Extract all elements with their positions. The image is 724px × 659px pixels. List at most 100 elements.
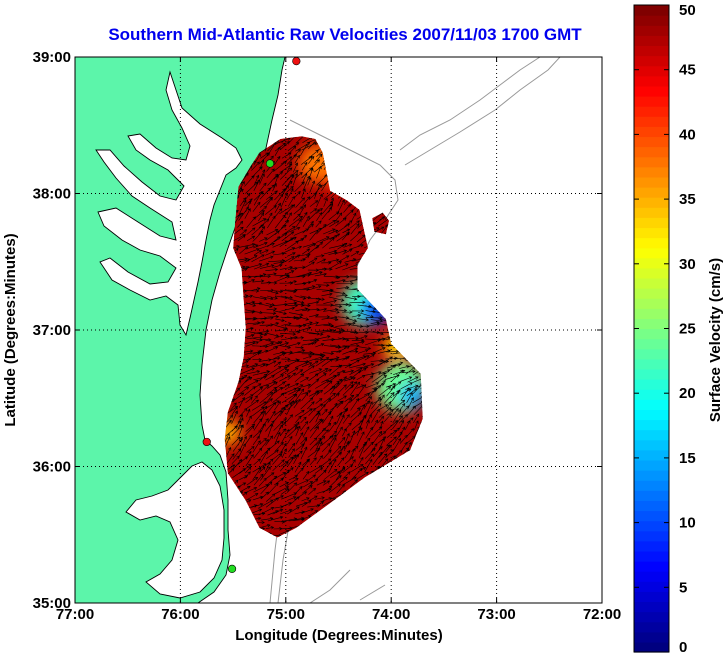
colorbar-step — [634, 75, 669, 87]
colorbar-step — [634, 328, 669, 340]
colorbar-step — [634, 399, 669, 410]
y-tick-label: 38:00 — [33, 186, 71, 203]
colorbar-tick-label: 15 — [679, 450, 696, 467]
coastal-site-marker — [202, 437, 211, 447]
colorbar-step — [634, 35, 669, 47]
colorbar-tick-label: 0 — [679, 639, 687, 656]
colorbar-step — [634, 571, 669, 582]
colorbar-step — [634, 318, 669, 330]
colorbar-step — [634, 429, 669, 441]
colorbar-step — [634, 288, 669, 299]
colorbar-step — [634, 237, 669, 249]
colorbar-step — [634, 106, 669, 117]
colorbar-step — [634, 480, 669, 491]
colorbar-step — [634, 257, 669, 269]
colorbar-step — [634, 15, 669, 26]
y-tick-label: 37:00 — [33, 322, 71, 339]
colorbar-step — [634, 166, 669, 178]
colorbar-step — [634, 207, 669, 218]
colorbar-tick-label: 40 — [679, 126, 696, 143]
colorbar-step — [634, 530, 669, 542]
colorbar-step — [634, 277, 669, 289]
x-tick-label: 77:00 — [56, 606, 94, 623]
colorbar-step — [634, 217, 669, 229]
colorbar-step — [634, 520, 669, 532]
chesapeake-bay — [95, 70, 243, 337]
y-tick-label: 35:00 — [33, 595, 71, 612]
y-tick-label: 39:00 — [33, 49, 71, 66]
colorbar-tick-label: 45 — [679, 62, 696, 79]
y-axis-label: Latitude (Degrees:Minutes) — [2, 233, 19, 426]
colorbar-step — [634, 197, 669, 208]
colorbar-step — [634, 621, 669, 633]
colorbar-step — [634, 510, 669, 522]
x-axis: 77:00 76:00 75:00 74:00 73:00 72:00 — [56, 57, 621, 623]
colorbar-step — [634, 490, 669, 501]
y-axis: 35:00 36:00 37:00 38:00 39:00 — [33, 49, 602, 612]
colorbar-step — [634, 550, 669, 562]
x-axis-label: Longitude (Degrees:Minutes) — [235, 627, 443, 644]
coastal-site-marker — [227, 564, 237, 573]
colorbar-step — [634, 459, 669, 471]
colorbar-step — [634, 348, 669, 360]
colorbar-step — [634, 409, 669, 421]
colorbar-tick-label: 30 — [679, 256, 696, 273]
colorbar-tick-label: 35 — [679, 191, 696, 208]
colorbar-step — [634, 358, 669, 370]
colorbar-step — [634, 45, 669, 57]
pamlico-sound — [125, 461, 225, 599]
chart-title: Southern Mid-Atlantic Raw Velocities 200… — [108, 25, 582, 44]
x-tick-label: 74:00 — [372, 606, 410, 623]
colorbar-step — [634, 186, 669, 198]
colorbar-tick-label: 25 — [679, 321, 696, 338]
colorbar-step — [634, 156, 669, 168]
colorbar-step — [634, 631, 669, 643]
speed-feature — [224, 419, 241, 446]
colorbar-step — [634, 601, 669, 613]
colorbar-tick-label: 10 — [679, 515, 696, 532]
colorbar-step — [634, 368, 669, 380]
colorbar-step — [634, 65, 669, 77]
colorbar-step — [634, 227, 669, 239]
colorbar-step — [634, 55, 669, 67]
colorbar-step — [634, 25, 669, 36]
y-tick-label: 36:00 — [33, 459, 71, 476]
coastal-site-marker — [292, 57, 301, 66]
colorbar-step — [634, 449, 669, 461]
x-tick-label: 72:00 — [583, 606, 621, 623]
colorbar-step — [634, 126, 669, 138]
grid-lines — [75, 57, 602, 603]
colorbar-step — [634, 561, 669, 572]
colorbar-step — [634, 85, 669, 97]
colorbar-step — [634, 611, 669, 623]
colorbar-step — [634, 95, 669, 107]
colorbar-step — [634, 641, 669, 653]
coastal-sites — [202, 57, 301, 573]
colorbar-step — [634, 267, 669, 279]
colorbar-step — [634, 439, 669, 451]
x-tick-label: 75:00 — [267, 606, 305, 623]
colorbar-step — [634, 591, 669, 603]
colorbar-step — [634, 419, 669, 431]
colorbar-step — [634, 540, 669, 552]
plot-area — [75, 57, 602, 603]
colorbar-tick-label: 20 — [679, 385, 696, 402]
colorbar-step — [634, 5, 669, 16]
colorbar-step — [634, 146, 669, 158]
colorbar: 0 5 10 15 20 25 30 35 40 45 50 — [633, 2, 696, 656]
colorbar-step — [634, 116, 669, 127]
colorbar-step — [634, 176, 669, 188]
colorbar-tick-label: 50 — [679, 2, 696, 19]
colorbar-step — [634, 247, 669, 259]
colorbar-step — [634, 470, 669, 481]
x-tick-label: 76:00 — [161, 606, 199, 623]
x-tick-label: 73:00 — [477, 606, 515, 623]
coastal-site-marker — [265, 159, 275, 168]
colorbar-tick-label: 5 — [679, 579, 687, 596]
colorbar-step — [634, 308, 669, 319]
colorbar-label: Surface Velocity (cm/s) — [707, 258, 724, 422]
colorbar-step — [634, 581, 669, 592]
colorbar-step — [634, 298, 669, 309]
velocity-base — [224, 136, 423, 538]
